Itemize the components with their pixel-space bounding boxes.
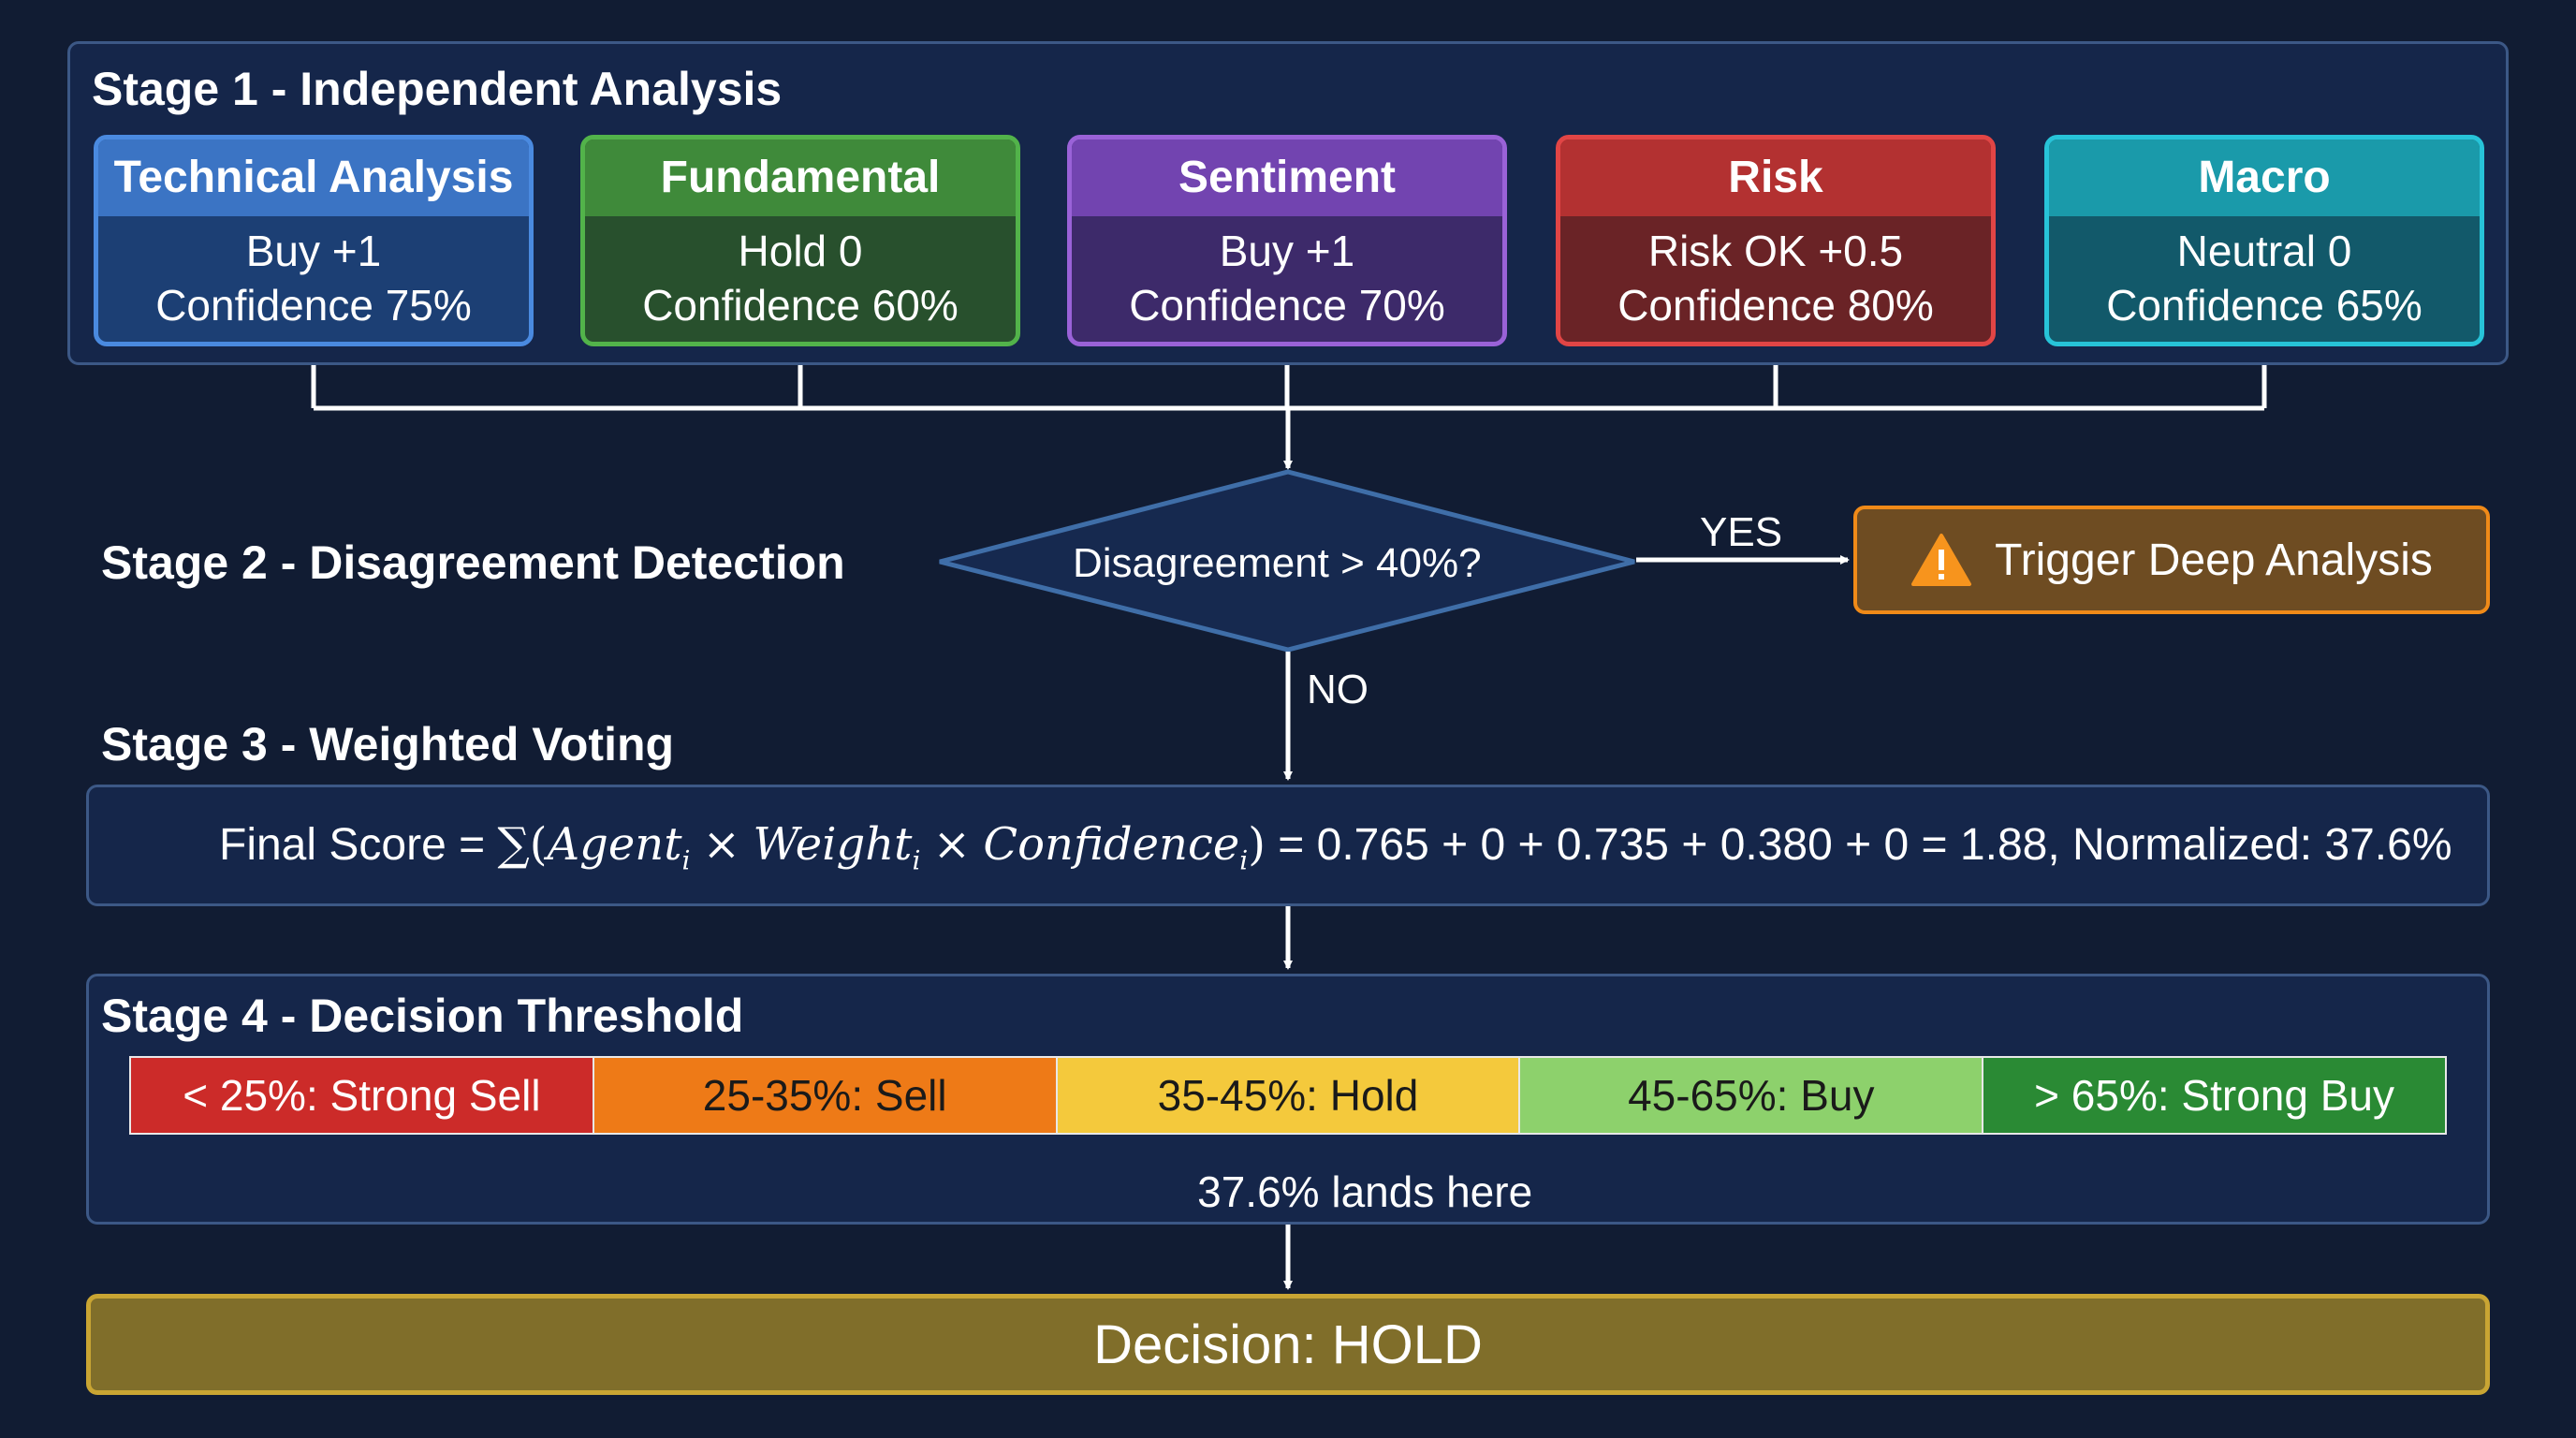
formula-suffix: = 0.765 + 0 + 0.735 + 0.380 + 0 = 1.88, … [1278, 820, 2452, 870]
agent-name: Technical Analysis [98, 139, 529, 216]
agent-body: Risk OK +0.5 Confidence 80% [1560, 216, 1991, 332]
formula-agent: Agent [547, 818, 682, 871]
agent-signal: Buy +1 [1219, 227, 1355, 275]
agent-signal: Buy +1 [245, 227, 382, 275]
threshold-bar: < 25%: Strong Sell 25-35%: Sell 35-45%: Ho… [129, 1056, 2447, 1135]
agent-name: Sentiment [1072, 139, 1502, 216]
agent-confidence: Confidence 65% [2106, 281, 2422, 330]
agent-name: Risk [1560, 139, 1991, 216]
agent-confidence: Confidence 80% [1617, 281, 1934, 330]
decision-question: Disagreement > 40%? [1073, 540, 1482, 586]
marker-label: 37.6% lands here [1197, 1167, 1533, 1216]
formula-sub-2: i [912, 844, 921, 876]
final-score-formula: Final Score = ∑(Agenti × Weighti × Confi… [219, 816, 2452, 889]
decision-label: Decision: HOLD [1093, 1313, 1483, 1375]
stage3-title: Stage 3 - Weighted Voting [101, 718, 675, 770]
threshold-segment: > 65%: Strong Buy [1983, 1058, 2445, 1133]
final-decision-box: Decision: HOLD [86, 1294, 2490, 1395]
no-label: NO [1307, 667, 1368, 712]
formula-sub-3: i [1239, 844, 1249, 876]
stage2-title: Stage 2 - Disagreement Detection [101, 536, 845, 589]
formula-times-1: × [702, 818, 741, 871]
agent-body: Buy +1 Confidence 75% [98, 216, 529, 332]
decision-diamond [939, 469, 1635, 653]
agent-confidence: Confidence 75% [155, 281, 472, 330]
agent-signal: Hold 0 [738, 227, 863, 275]
stage1-title: Stage 1 - Independent Analysis [92, 63, 783, 115]
agent-card: Fundamental Hold 0 Confidence 60% [580, 135, 1020, 346]
agent-name: Macro [2049, 139, 2480, 216]
sum-symbol: ∑ [497, 818, 530, 871]
agent-body: Buy +1 Confidence 70% [1072, 216, 1502, 332]
formula-close-paren: ) [1248, 818, 1266, 871]
agent-body: Neutral 0 Confidence 65% [2049, 216, 2480, 332]
agent-card: Risk Risk OK +0.5 Confidence 80% [1556, 135, 1996, 346]
stage4-title: Stage 4 - Decision Threshold [101, 990, 744, 1042]
agent-confidence: Confidence 60% [642, 281, 959, 330]
threshold-segment: 35-45%: Hold [1057, 1058, 1521, 1133]
stage3-panel [86, 785, 2490, 906]
agent-signal: Risk OK +0.5 [1647, 227, 1904, 275]
agent-card: Technical Analysis Buy +1 Confidence 75% [94, 135, 534, 346]
formula-sub-1: i [681, 844, 691, 876]
agent-card: Macro Neutral 0 Confidence 65% [2044, 135, 2484, 346]
trigger-deep-analysis-box: Trigger Deep Analysis [1853, 506, 2490, 614]
yes-label: YES [1700, 509, 1783, 555]
threshold-segment: 25-35%: Sell [593, 1058, 1058, 1133]
threshold-segment: < 25%: Strong Sell [131, 1058, 594, 1133]
formula-confidence: Confidence [983, 818, 1240, 871]
agent-card: Sentiment Buy +1 Confidence 70% [1067, 135, 1507, 346]
agent-name: Fundamental [585, 139, 1016, 216]
formula-times-2: × [932, 818, 971, 871]
agent-confidence: Confidence 70% [1129, 281, 1445, 330]
trigger-label: Trigger Deep Analysis [1995, 535, 2433, 585]
formula-prefix: Final Score = [219, 820, 486, 870]
agent-signal: Neutral 0 [2176, 227, 2352, 275]
agent-body: Hold 0 Confidence 60% [585, 216, 1016, 332]
warning-icon [1911, 534, 1972, 586]
threshold-segment: 45-65%: Buy [1520, 1058, 1984, 1133]
formula-weight: Weight [753, 818, 913, 871]
formula-open-paren: ( [529, 818, 548, 871]
